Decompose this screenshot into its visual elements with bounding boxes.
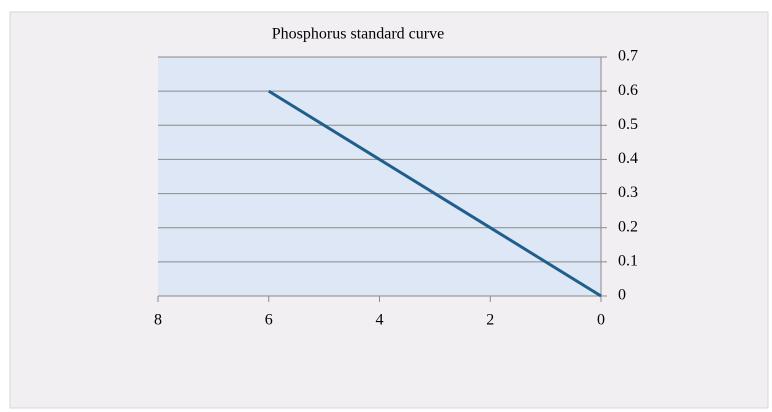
y-tick-label: 0.5 [618,116,638,133]
chart-title: Phosphorus standard curve [272,26,444,43]
x-tick-label: 0 [597,312,605,329]
y-tick-label: 0.3 [618,184,638,201]
y-tick-label: 0 [618,287,626,304]
plot-area [158,57,601,296]
x-tick-label: 2 [486,312,494,329]
data-line [267,89,602,298]
x-tick-label: 4 [376,312,384,329]
y-tick-label: 0.1 [618,253,638,270]
y-tick-label: 0.2 [618,218,638,235]
y-tick-label: 0.7 [618,48,638,65]
x-tick-label: 6 [265,312,273,329]
y-tick-label: 0.4 [618,150,638,167]
x-tick-label: 8 [154,312,162,329]
y-tick-label: 0.6 [618,82,638,99]
